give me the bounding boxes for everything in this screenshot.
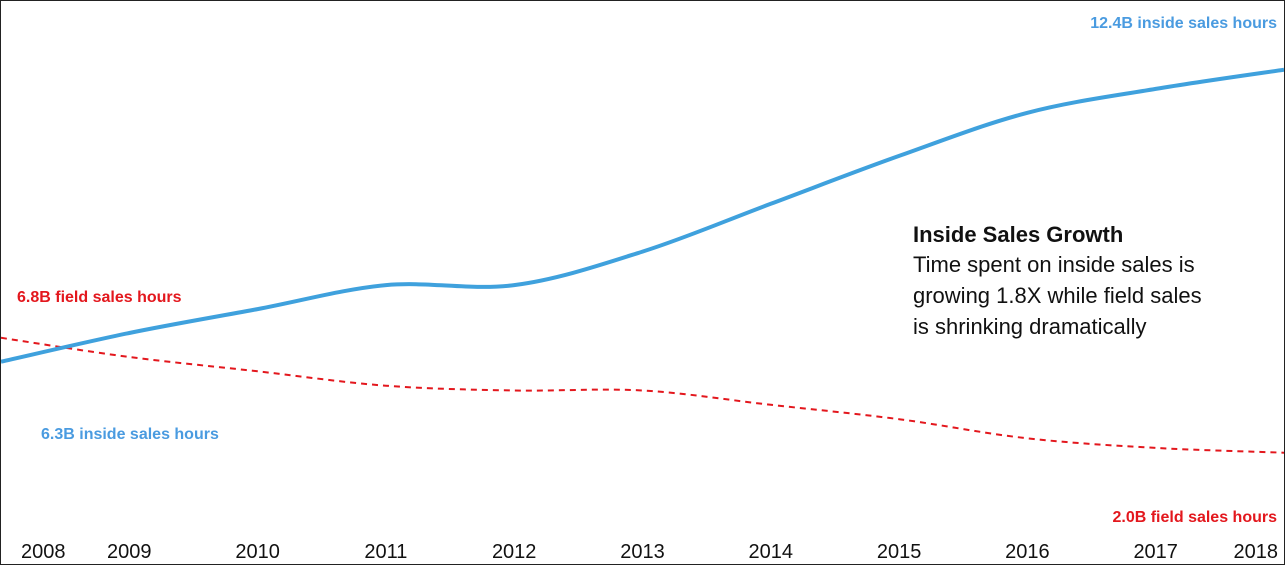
x-tick-label: 2016 (1005, 541, 1050, 563)
callout-title: Inside Sales Growth (913, 222, 1124, 247)
x-tick-label: 2012 (492, 541, 537, 563)
callout-body: Time spent on inside sales is growing 1.… (913, 252, 1202, 339)
x-tick-label: 2008 (21, 541, 66, 563)
callout-box: Inside Sales Growth Time spent on inside… (913, 221, 1213, 342)
field-end-annotation: 2.0B field sales hours (1112, 509, 1277, 526)
inside-start-annotation: 6.3B inside sales hours (41, 426, 219, 443)
field-start-annotation: 6.8B field sales hours (17, 289, 182, 306)
field-sales-line (1, 336, 1284, 454)
x-tick-label: 2011 (364, 541, 407, 563)
inside-sales-line (1, 67, 1284, 364)
x-tick-label: 2013 (620, 541, 665, 563)
x-tick-label: 2017 (1133, 541, 1178, 563)
x-tick-label: 2018 (1234, 541, 1279, 563)
x-tick-label: 2009 (107, 541, 152, 563)
x-tick-label: 2014 (749, 541, 794, 563)
inside-end-annotation: 12.4B inside sales hours (1090, 15, 1277, 32)
x-tick-label: 2010 (235, 541, 280, 563)
x-tick-label: 2015 (877, 541, 922, 563)
